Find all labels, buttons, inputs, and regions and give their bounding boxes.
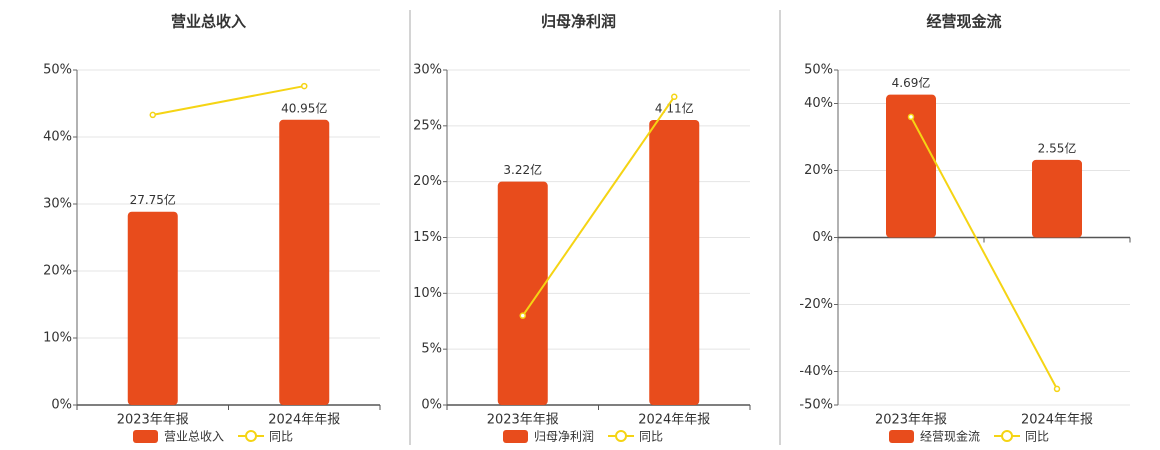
bar [649,119,700,405]
value-label: 2.55亿 [1038,140,1077,155]
legend-label: 归母净利润 [534,430,594,444]
x-tick-label: 2024年年报 [1021,413,1093,428]
y-tick-label: 50% [804,63,833,78]
y-tick-label: -50% [799,398,833,413]
y-tick-label: 30% [413,63,442,78]
value-label: 3.22亿 [503,162,542,177]
y-tick-label: 10% [43,331,72,346]
line-point [301,82,308,90]
bar [886,94,936,238]
legend-swatch [503,430,528,443]
value-label: 40.95亿 [281,100,327,115]
y-tick-label: 20% [413,174,442,189]
legend-swatch [889,430,914,443]
legend-swatch [245,430,258,442]
y-tick-label: 15% [413,230,442,245]
bar [127,211,178,405]
legend-swatch [133,430,158,443]
legend-label: 经营现金流 [920,429,980,444]
line-point [671,93,678,101]
chart-title: 营业总收入 [171,13,246,31]
legend-label: 同比 [1025,430,1049,444]
legend-swatch [1001,430,1014,442]
y-tick-label: 30% [43,197,72,212]
chart-title: 归母净利润 [541,13,616,31]
value-label: 4.11亿 [655,100,694,115]
y-tick-label: -40% [799,364,833,379]
legend-swatch [615,430,628,442]
y-tick-label: 0% [51,398,72,413]
x-tick-label: 2024年年报 [268,413,340,428]
bar [497,181,548,405]
x-tick-label: 2023年年报 [875,413,947,428]
y-tick-label: -20% [799,297,833,312]
legend-label: 同比 [639,430,663,444]
line-point [519,312,526,319]
value-label: 4.69亿 [892,75,931,90]
x-tick-label: 2023年年报 [487,413,559,428]
line [152,85,305,116]
legend-label: 营业总收入 [164,430,224,444]
value-label: 27.75亿 [130,192,176,207]
y-tick-label: 0% [812,230,833,245]
bar [1032,159,1082,238]
y-tick-label: 20% [43,264,72,279]
y-tick-label: 5% [421,342,442,357]
legend-label: 同比 [269,430,293,444]
chart-title: 经营现金流 [926,13,1001,31]
x-tick-label: 2024年年报 [638,413,710,428]
y-tick-label: 40% [804,96,833,111]
y-tick-label: 50% [43,63,72,78]
line [521,96,676,317]
y-tick-label: 40% [43,130,72,145]
line-point [1053,385,1061,393]
line [910,116,1058,390]
x-tick-label: 2023年年报 [117,413,189,428]
line-point [907,113,915,121]
line-point [149,111,156,119]
y-tick-label: 0% [421,398,442,413]
y-tick-label: 25% [413,118,442,133]
y-tick-label: 20% [804,163,833,178]
bar [279,119,330,405]
y-tick-label: 10% [413,286,442,301]
